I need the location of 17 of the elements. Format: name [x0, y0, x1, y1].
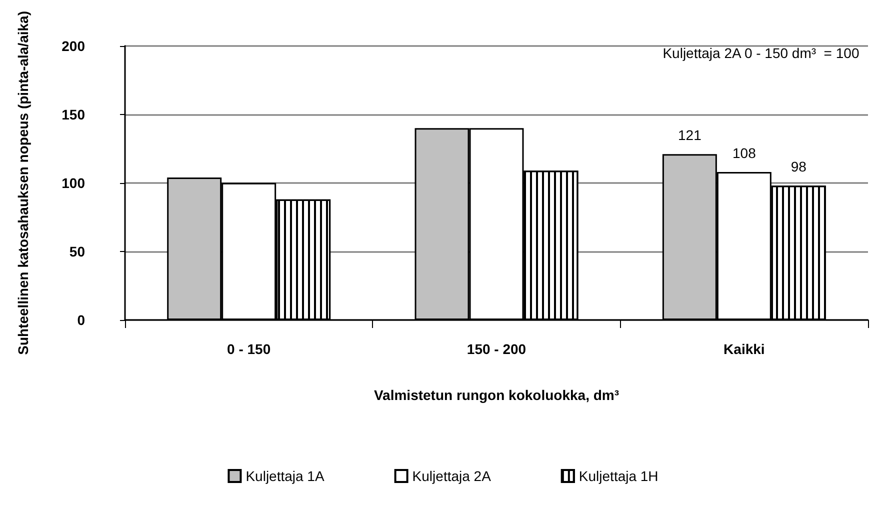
- x-tick-label: 150 - 200: [466, 341, 526, 357]
- x-axis-title: Valmistetun rungon kokoluokka, dm³: [374, 387, 620, 403]
- x-tick-label: 0 - 150: [227, 341, 271, 357]
- annotation: Kuljettaja 2A 0 - 150 dm³ = 100: [662, 45, 860, 61]
- data-label: 108: [732, 144, 756, 161]
- y-tick-label: 0: [77, 312, 86, 328]
- x-tick-label: Kaikki: [724, 341, 765, 357]
- legend-label: Kuljettaja 1H: [578, 468, 658, 484]
- y-tick-label: 150: [62, 106, 86, 122]
- y-tick-label: 200: [62, 38, 86, 54]
- legend-label: Kuljettaja 1A: [246, 468, 325, 484]
- legend-label: Kuljettaja 2A: [412, 468, 492, 484]
- data-label: 121: [678, 127, 702, 144]
- y-axis-title: Suhteellinen katosahauksen nopeus (pinta-ala/aika): [15, 10, 31, 355]
- y-tick-label: 100: [62, 174, 86, 191]
- data-label: 98: [790, 158, 807, 175]
- y-tick-label: 50: [69, 243, 86, 260]
